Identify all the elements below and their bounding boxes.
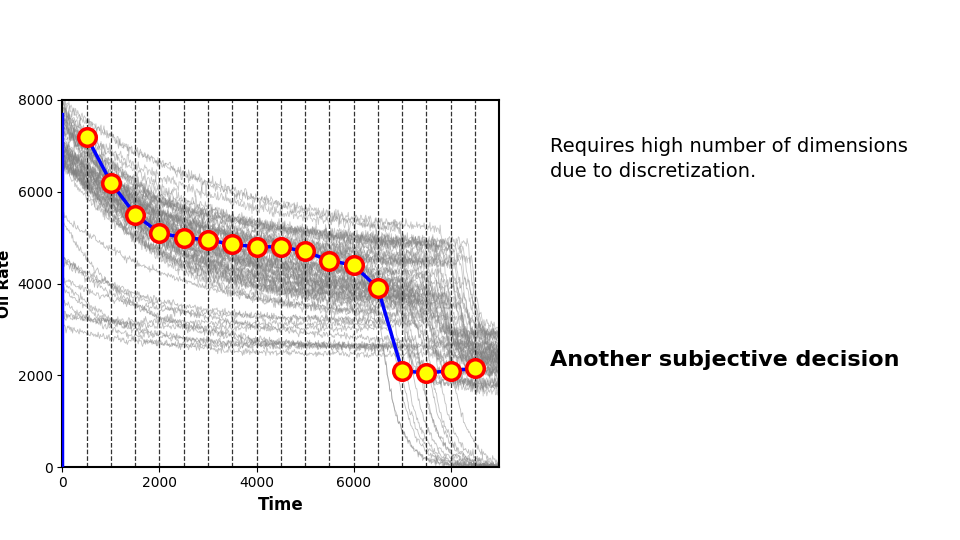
- Point: [298, 247, 313, 256]
- Point: [152, 229, 167, 238]
- Point: [249, 242, 264, 251]
- Point: [128, 211, 143, 219]
- Y-axis label: Oil Rate: Oil Rate: [0, 249, 12, 318]
- Point: [201, 235, 216, 244]
- Point: [225, 240, 240, 249]
- Point: [395, 367, 410, 375]
- Point: [176, 233, 191, 242]
- Point: [443, 367, 458, 375]
- Point: [419, 369, 434, 377]
- Point: [468, 364, 483, 373]
- Text: Requires high number of dimensions
due to discretization.: Requires high number of dimensions due t…: [550, 137, 908, 180]
- Point: [79, 132, 94, 141]
- Text: Another subjective decision: Another subjective decision: [550, 349, 900, 369]
- X-axis label: Time: Time: [258, 496, 303, 514]
- Text: DKM & Rate vs. Time: DKM & Rate vs. Time: [290, 26, 670, 60]
- Point: [322, 256, 337, 265]
- Text: 26: 26: [925, 513, 941, 526]
- Text: 05/09/2014: 05/09/2014: [19, 513, 91, 526]
- Point: [104, 178, 119, 187]
- Text: SCRF Affiliates Meeting 2014: SCRF Affiliates Meeting 2014: [390, 513, 570, 526]
- Point: [346, 261, 361, 269]
- Point: [371, 284, 386, 293]
- Point: [274, 242, 289, 251]
